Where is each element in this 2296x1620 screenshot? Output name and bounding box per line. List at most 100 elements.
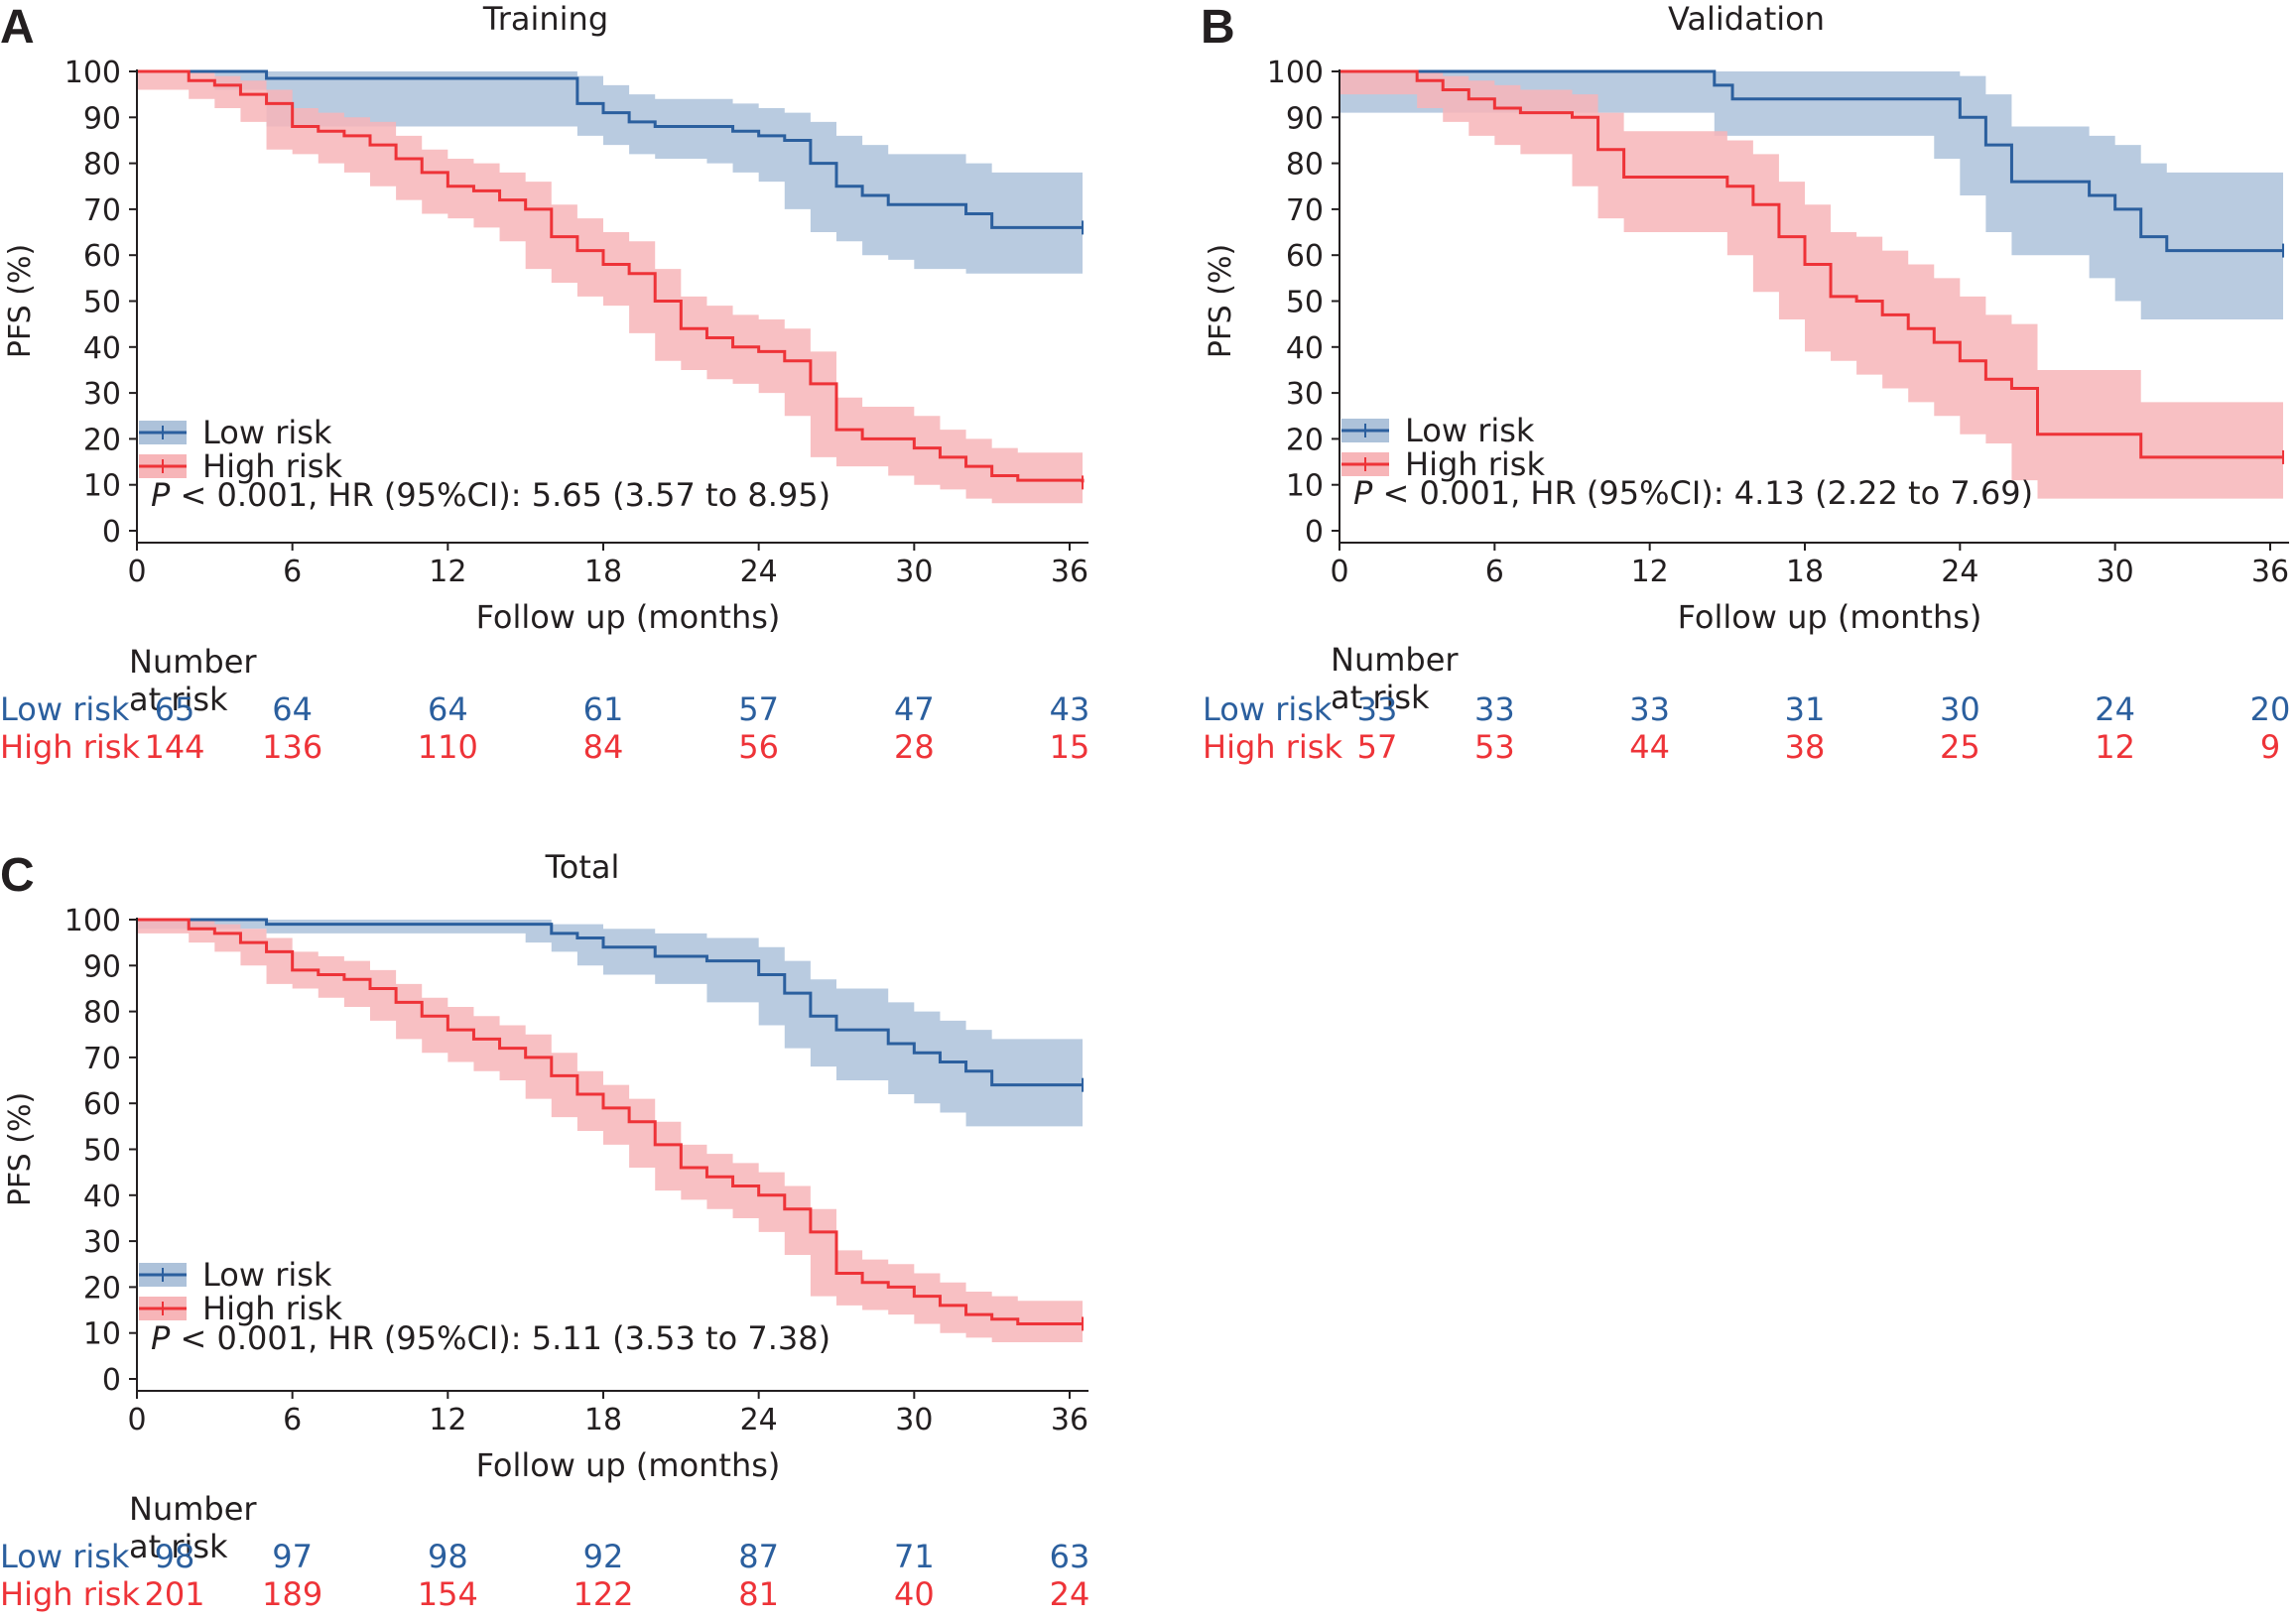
y-tick-label: 40 (1286, 331, 1324, 366)
x-tick-label: 12 (1631, 555, 1669, 589)
risk-count-low: 33 (1473, 690, 1515, 728)
ci-band-high (1339, 71, 2284, 499)
risk-count-high: 144 (144, 728, 205, 766)
y-tick-label: 60 (83, 239, 121, 274)
x-tick-label: 24 (740, 1403, 778, 1437)
risk-count-low: 98 (427, 1538, 468, 1575)
y-tick-label: 70 (1286, 193, 1324, 228)
risk-count-low: 92 (582, 1538, 624, 1575)
x-tick-label: 0 (127, 555, 146, 589)
risk-count-high: 110 (417, 728, 478, 766)
y-tick-label: 20 (83, 423, 121, 457)
risk-count-high: 28 (893, 728, 935, 766)
x-tick-label: 36 (1051, 1403, 1088, 1437)
y-tick-label: 10 (83, 1317, 121, 1352)
risk-count-high: 15 (1049, 728, 1090, 766)
risk-count-low: 24 (2095, 690, 2136, 728)
y-tick-label: 0 (1305, 515, 1324, 550)
risk-label-low: Low risk (0, 1538, 130, 1575)
x-tick-label: 12 (429, 1403, 466, 1437)
x-axis-label: Follow up (months) (476, 1446, 781, 1484)
y-tick-label: 80 (83, 996, 121, 1031)
y-tick-label: 10 (83, 469, 121, 504)
risk-count-low: 65 (154, 690, 195, 728)
x-tick-label: 6 (1485, 555, 1504, 589)
legend-label-low: Low risk (1405, 412, 1535, 449)
risk-count-high: 189 (262, 1575, 323, 1613)
survival-line-low (137, 918, 1084, 1087)
risk-table-header: Number at risk (129, 643, 257, 718)
x-tick-label: 18 (584, 555, 622, 589)
x-tick-label: 30 (2097, 555, 2134, 589)
risk-label-low: Low risk (1203, 690, 1333, 728)
y-tick-label: 40 (83, 1180, 121, 1214)
y-tick-label: 50 (83, 1134, 121, 1169)
risk-count-high: 44 (1629, 728, 1671, 766)
y-tick-label: 100 (64, 904, 121, 938)
risk-count-high: 56 (738, 728, 780, 766)
risk-count-high: 122 (573, 1575, 634, 1613)
x-tick-label: 6 (283, 1403, 302, 1437)
x-tick-label: 0 (127, 1403, 146, 1437)
risk-count-low: 61 (582, 690, 624, 728)
x-tick-label: 36 (1051, 555, 1088, 589)
risk-count-low: 33 (1629, 690, 1671, 728)
y-tick-label: 90 (1286, 101, 1324, 136)
km-chart-training: 0 10 20 30 40 50 60 70 80 90 100 0 6 12 18 24 30 36 PFS (%… (3, 56, 1088, 636)
risk-label-high: High risk (0, 1575, 140, 1613)
y-axis-label: PFS (%) (1204, 244, 1238, 358)
risk-count-low: 30 (1939, 690, 1980, 728)
chart-title: Validation (1667, 0, 1825, 38)
y-tick-label: 30 (83, 377, 121, 412)
km-chart-validation: 0 10 20 30 40 50 60 70 80 90 100 0 6 12 18 24 30 36 PFS (%… (1204, 56, 2289, 636)
y-tick-label: 70 (83, 193, 121, 228)
y-tick-label: 40 (83, 331, 121, 366)
risk-table-header: Number at risk (129, 1490, 257, 1565)
risk-count-high: 12 (2095, 728, 2136, 766)
y-tick-label: 90 (83, 101, 121, 136)
x-tick-label: 0 (1330, 555, 1348, 589)
risk-count-low: 57 (738, 690, 780, 728)
risk-label-high: High risk (0, 728, 140, 766)
y-axis-label: PFS (%) (3, 1092, 38, 1206)
x-tick-label: 24 (1941, 555, 1978, 589)
y-axis-label: PFS (%) (3, 244, 38, 358)
x-tick-label: 18 (1786, 555, 1824, 589)
survival-line-high (137, 69, 1084, 483)
legend-label-high: High risk (1405, 445, 1545, 483)
x-axis-label: Follow up (months) (1678, 598, 1982, 636)
legend-label-low: Low risk (202, 1256, 332, 1294)
y-tick-label: 80 (83, 148, 121, 183)
risk-count-high: 9 (2259, 728, 2281, 766)
y-tick-label: 80 (1286, 148, 1324, 183)
y-tick-label: 60 (83, 1087, 121, 1122)
legend-label-high: High risk (202, 1290, 342, 1327)
risk-count-low: 87 (738, 1538, 780, 1575)
ci-band-high (137, 71, 1084, 504)
panel-letter: C (0, 849, 35, 902)
y-tick-label: 0 (102, 1363, 121, 1398)
y-tick-label: 20 (1286, 423, 1324, 457)
risk-count-low: 71 (893, 1538, 935, 1575)
risk-count-low: 97 (272, 1538, 314, 1575)
risk-count-high: 201 (144, 1575, 205, 1613)
y-tick-label: 20 (83, 1271, 121, 1306)
stats-annotation: P < 0.001, HR (95%CI): 5.11 (3.53 to 7.3… (151, 1319, 830, 1357)
legend-label-low: Low risk (202, 414, 332, 451)
y-tick-label: 10 (1286, 469, 1324, 504)
y-tick-label: 50 (1286, 286, 1324, 320)
chart-title: Training (482, 0, 609, 38)
y-tick-label: 50 (83, 286, 121, 320)
risk-count-high: 53 (1473, 728, 1515, 766)
risk-count-high: 24 (1049, 1575, 1090, 1613)
y-tick-label: 100 (1267, 56, 1324, 90)
risk-count-low: 64 (272, 690, 314, 728)
risk-count-low: 33 (1356, 690, 1398, 728)
x-axis-label: Follow up (months) (476, 598, 781, 636)
risk-count-low: 63 (1049, 1538, 1090, 1575)
risk-count-high: 84 (582, 728, 624, 766)
ci-band-low (1339, 71, 2284, 320)
risk-count-low: 64 (427, 690, 468, 728)
risk-count-low: 20 (2249, 690, 2291, 728)
stats-annotation: P < 0.001, HR (95%CI): 4.13 (2.22 to 7.6… (1353, 474, 2033, 512)
